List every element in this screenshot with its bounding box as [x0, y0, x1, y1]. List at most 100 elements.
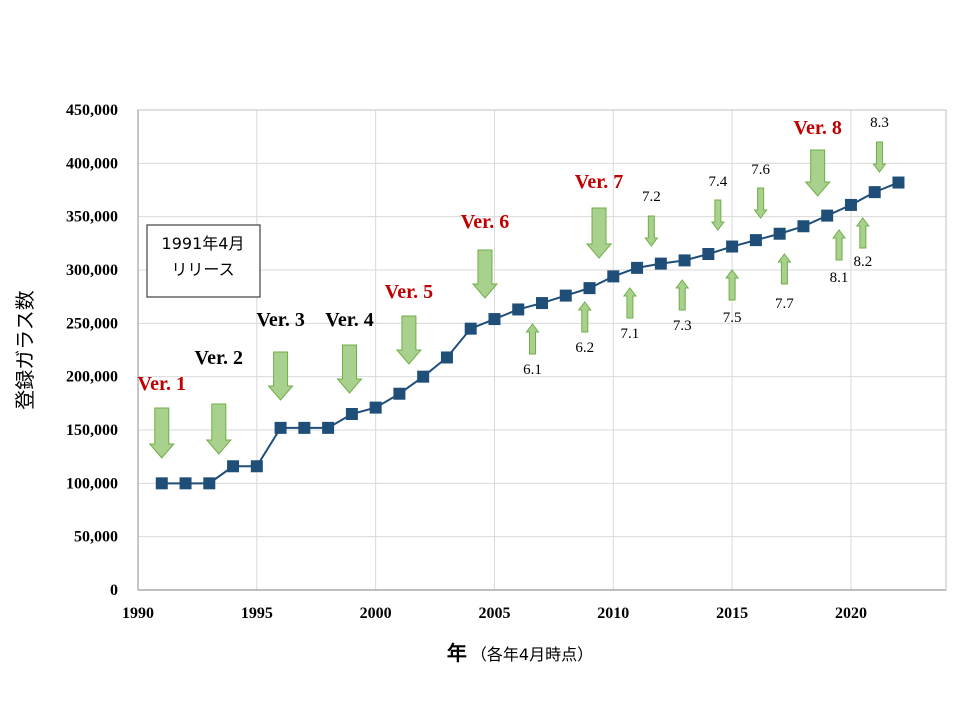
major-version-arrow — [804, 149, 831, 197]
data-point — [702, 248, 715, 260]
tick-labels: 0 50,000 100,000 150,000 200,000 250,000 300,0… — [66, 102, 867, 622]
y-tick-label: 150,000 — [66, 422, 118, 439]
data-point — [322, 421, 335, 434]
minor-version-label: 7.2 — [642, 189, 661, 205]
data-point — [464, 322, 477, 335]
minor-version-label: 6.1 — [523, 362, 542, 378]
x-tick-label: 2000 — [360, 605, 392, 622]
data-point — [844, 198, 857, 211]
data-point — [417, 370, 430, 383]
x-tick-label: 1990 — [122, 605, 154, 622]
y-tick-label: 350,000 — [66, 209, 118, 226]
minor-version-arrow — [525, 323, 540, 355]
version-annotations: Ver. 1 Ver. 2 Ver. 3 Ver. 4 Ver. 5 Ver. 6 Ver.… — [137, 115, 889, 459]
data-point — [250, 460, 263, 473]
plot-border — [137, 109, 947, 591]
minor-version-label: 7.4 — [708, 174, 727, 190]
major-version-label: Ver. 5 — [385, 281, 434, 303]
data-point — [749, 234, 762, 247]
minor-version-label: 8.3 — [870, 115, 889, 131]
minor-version-label: 8.2 — [853, 254, 872, 270]
x-tick-label: 2005 — [478, 605, 510, 622]
data-point — [369, 401, 382, 414]
data-point — [203, 477, 216, 490]
y-tick-label: 250,000 — [66, 315, 118, 332]
data-point — [868, 186, 881, 199]
major-version-arrow — [205, 403, 232, 455]
y-axis-title: 登録ガラス数 — [13, 290, 37, 410]
minor-version-label: 7.5 — [723, 310, 742, 326]
data-point — [773, 227, 786, 240]
major-version-label: Ver. 3 — [256, 309, 305, 331]
y-tick-label: 50,000 — [74, 529, 118, 546]
major-version-label: Ver. 7 — [575, 171, 624, 193]
y-tick-label: 450,000 — [66, 102, 118, 119]
major-version-arrow — [267, 351, 294, 401]
minor-version-arrow — [777, 253, 792, 285]
data-point — [821, 209, 834, 222]
y-tick-label: 300,000 — [66, 262, 118, 279]
minor-version-arrow — [675, 279, 690, 311]
x-tick-label: 2010 — [597, 605, 629, 622]
minor-version-arrow — [753, 187, 768, 219]
data-point — [536, 297, 548, 310]
minor-version-arrow — [832, 229, 847, 261]
data-point — [559, 289, 572, 302]
data-point — [583, 282, 596, 295]
minor-version-label: 6.2 — [575, 340, 594, 356]
release-box-text: 1991年4月 — [162, 234, 245, 253]
release-box — [146, 224, 261, 298]
y-tick-label: 400,000 — [66, 155, 118, 172]
x-tick-label: 2020 — [835, 605, 867, 622]
minor-version-arrow — [622, 287, 637, 319]
minor-version-arrow — [644, 215, 659, 247]
major-version-arrow — [471, 249, 499, 299]
data-point — [512, 303, 525, 316]
major-version-label: Ver. 1 — [137, 373, 186, 395]
release-box-text: リリース — [171, 260, 234, 279]
y-tick-label: 200,000 — [66, 369, 118, 386]
x-axis-title-note: （各年4月時点） — [471, 645, 593, 664]
major-version-label: Ver. 4 — [325, 309, 374, 331]
major-version-arrow — [395, 315, 423, 365]
x-tick-label: 1995 — [241, 605, 273, 622]
x-axis-title-main: 年 — [447, 641, 467, 665]
axes — [137, 109, 947, 591]
x-tick-label: 2015 — [716, 605, 748, 622]
plot-area — [138, 110, 946, 590]
data-point — [345, 408, 358, 420]
data-point — [155, 477, 168, 490]
data-point — [488, 313, 501, 326]
data-point — [298, 421, 311, 434]
minor-version-arrow — [725, 269, 740, 301]
minor-version-arrow — [855, 217, 870, 249]
data-point — [654, 257, 667, 270]
data-point — [892, 176, 905, 189]
data-point — [440, 351, 453, 364]
y-tick-label: 0 — [110, 582, 118, 599]
major-version-arrow — [585, 207, 613, 259]
data-point — [631, 261, 644, 274]
minor-version-arrow — [872, 141, 887, 173]
major-version-label: Ver. 8 — [793, 117, 842, 139]
data-point — [393, 387, 406, 400]
major-version-label: Ver. 2 — [195, 347, 244, 369]
data-point — [227, 460, 240, 473]
y-tick-label: 100,000 — [66, 475, 118, 492]
data-point — [678, 254, 691, 267]
series-registered-glass — [155, 176, 905, 490]
minor-version-label: 8.1 — [830, 270, 849, 286]
data-point — [797, 220, 810, 233]
minor-version-label: 7.6 — [751, 162, 770, 178]
data-point — [726, 240, 739, 253]
minor-version-label: 7.3 — [673, 318, 692, 334]
data-point — [179, 477, 192, 490]
major-version-arrow — [336, 344, 363, 394]
major-version-arrow — [148, 407, 175, 459]
minor-version-arrow — [577, 301, 592, 333]
minor-version-label: 7.1 — [621, 326, 640, 342]
major-version-label: Ver. 6 — [461, 211, 510, 233]
plot-background — [138, 110, 946, 590]
